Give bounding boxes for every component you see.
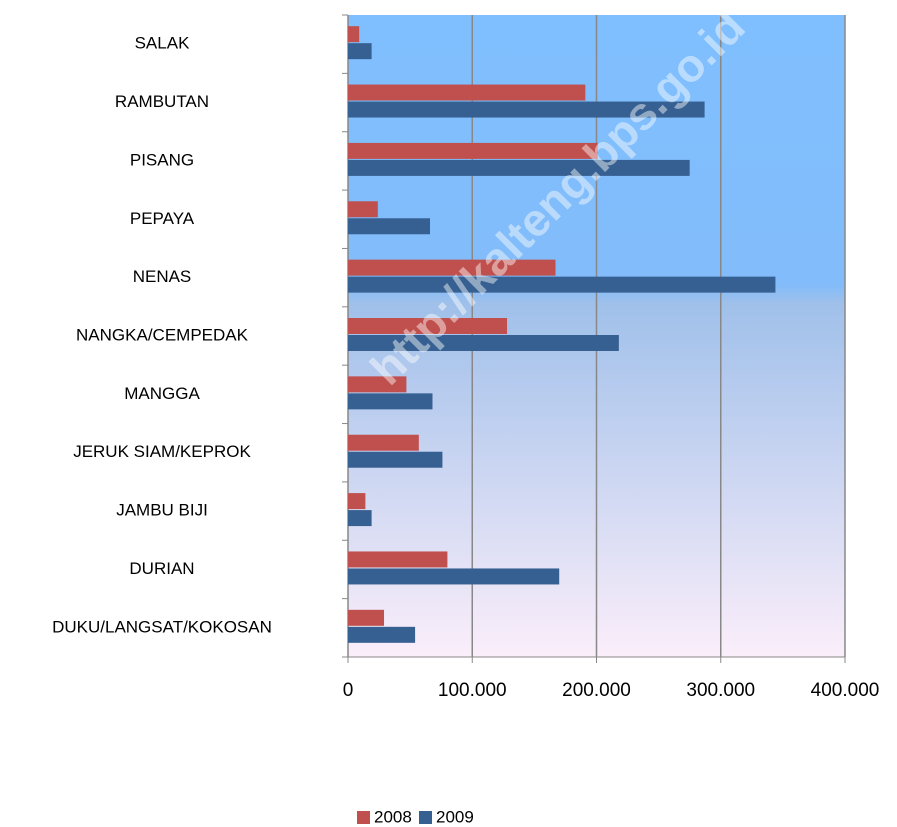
legend-label: 2009 [436,807,474,826]
bar [348,26,360,43]
y-tick-label: SALAK [135,34,190,53]
bar [348,101,705,118]
bar [348,493,366,510]
bar [348,393,433,410]
bar [348,335,619,351]
bar [348,84,586,101]
y-tick-label: PISANG [130,150,194,169]
x-tick-label: 300.000 [686,680,755,701]
bar [348,259,556,276]
y-tick-label: JERUK SIAM/KEPROK [73,442,251,461]
bar [348,626,416,643]
bar [348,551,448,568]
bar [348,276,776,293]
bar [348,609,385,626]
bar [348,43,372,60]
legend-swatch [357,811,370,824]
bar [348,218,431,235]
bar [348,434,419,451]
y-tick-label: DURIAN [129,559,194,578]
y-tick-label: NANGKA/CEMPEDAK [76,325,249,344]
bar [348,142,598,159]
y-tick-label: NENAS [133,267,192,286]
x-tick-label: 100.000 [438,680,507,701]
bar [348,318,508,334]
bar [348,201,378,218]
x-tick-label: 400.000 [811,680,880,701]
y-tick-label: PEPAYA [130,209,195,228]
y-tick-label: RAMBUTAN [115,92,209,111]
bar [348,376,407,393]
legend-label: 2008 [374,807,412,826]
y-tick-label: JAMBU BIJI [116,501,208,520]
bar [348,568,560,585]
y-tick-label: MANGGA [124,384,200,403]
x-tick-label: 0 [343,680,354,701]
bar [348,451,443,468]
y-tick-label: DUKU/LANGSAT/KOKOSAN [52,617,272,636]
bar [348,159,690,176]
legend-swatch [419,811,432,824]
bar [348,510,372,527]
x-tick-label: 200.000 [562,680,631,701]
